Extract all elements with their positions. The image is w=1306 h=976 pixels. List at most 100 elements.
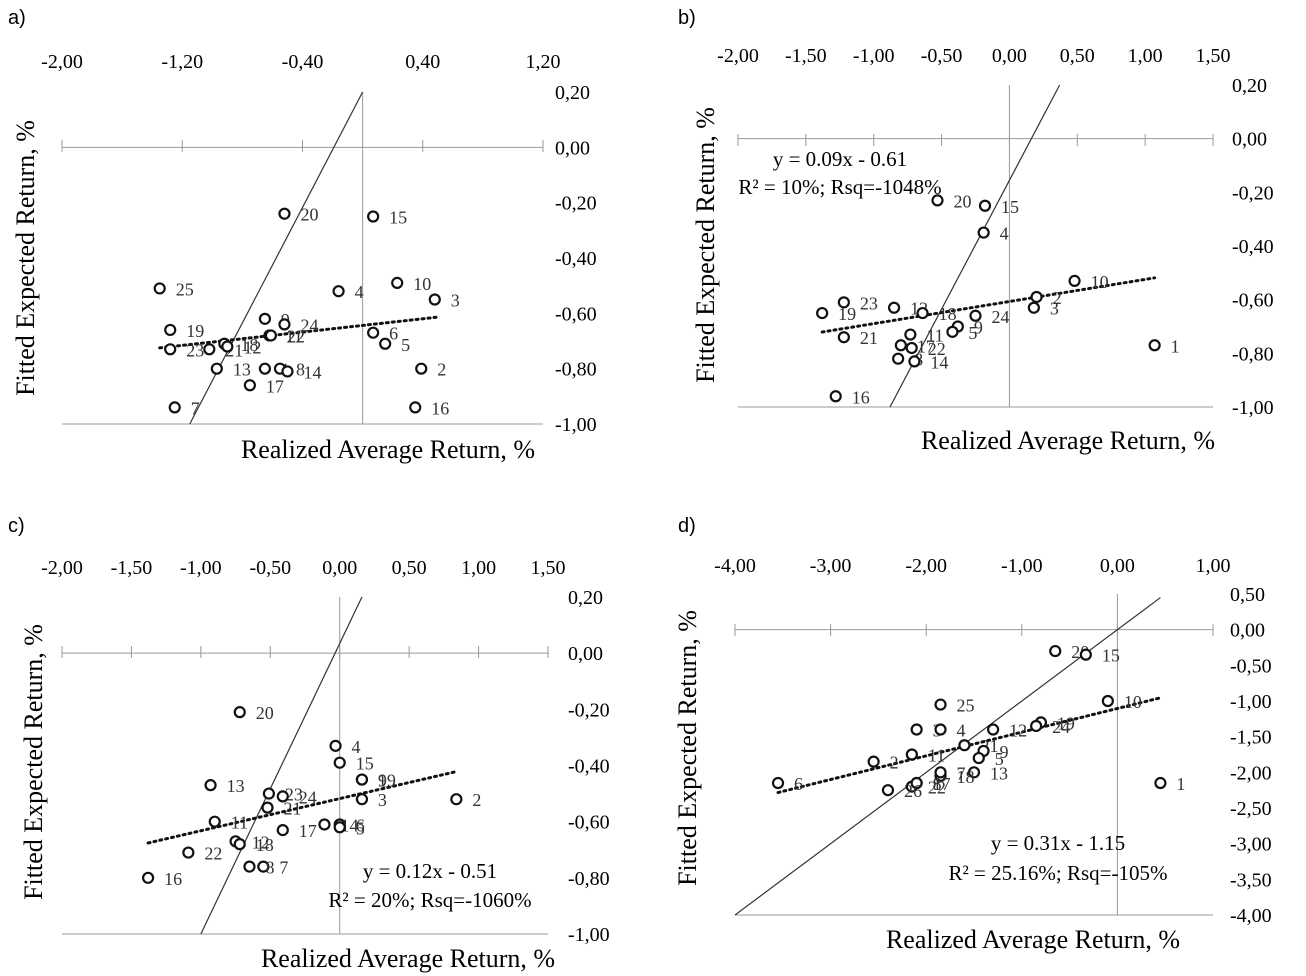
x-tick-label: 0,50 xyxy=(392,557,427,579)
data-point xyxy=(904,328,917,341)
point-label: 17 xyxy=(933,774,951,794)
point-label: 24 xyxy=(299,787,317,807)
data-point xyxy=(153,282,166,295)
data-point xyxy=(771,776,785,790)
x-tick-label: -1,00 xyxy=(180,557,222,579)
data-point xyxy=(931,194,944,207)
point-label: 15 xyxy=(1102,646,1120,666)
point-label: 16 xyxy=(431,398,449,418)
point-label: 20 xyxy=(954,191,972,211)
data-point xyxy=(1079,648,1092,661)
data-point xyxy=(934,723,947,736)
point-label: 19 xyxy=(838,304,856,324)
y-tick-label: 0,20 xyxy=(568,587,603,609)
point-label: 24 xyxy=(992,307,1010,327)
data-point xyxy=(391,276,404,289)
data-point xyxy=(164,323,177,337)
data-point xyxy=(208,815,221,828)
data-point xyxy=(276,823,289,837)
y-tick-label: -0,80 xyxy=(568,868,610,890)
y-tick-label: -1,50 xyxy=(1230,727,1272,749)
data-point xyxy=(978,199,992,212)
data-point xyxy=(168,401,181,414)
x-tick-label: 0,00 xyxy=(322,557,357,579)
data-point xyxy=(333,821,346,834)
data-point xyxy=(1027,301,1040,314)
trendline xyxy=(820,276,1157,334)
chart-panel-a: a) -2,00 -1,20 -0,40 0,40 1,20 0,20 0,00 -0,20 -0… xyxy=(8,7,597,464)
panel-letter: a) xyxy=(8,7,26,29)
data-point xyxy=(278,207,291,220)
point-label: 14 xyxy=(303,362,321,382)
point-label: 3 xyxy=(1050,299,1059,319)
point-label: 13 xyxy=(227,776,245,796)
data-point xyxy=(829,390,842,403)
point-label: 18 xyxy=(256,835,274,855)
y-tick-label: -0,50 xyxy=(1230,655,1272,677)
data-point xyxy=(934,766,947,779)
point-label: 22 xyxy=(928,339,946,359)
point-label: 6 xyxy=(356,815,365,835)
point-label: 10 xyxy=(413,274,431,294)
y-tick-label: 0,20 xyxy=(1232,75,1267,97)
data-point xyxy=(233,838,246,851)
data-point xyxy=(1068,274,1081,287)
point-label: 18 xyxy=(939,304,957,324)
x-tick-label: 0,50 xyxy=(1060,45,1095,67)
point-label: 10 xyxy=(1124,692,1142,712)
data-point xyxy=(367,326,380,339)
x-tick-label: -2,00 xyxy=(41,51,83,73)
point-label: 3 xyxy=(378,790,387,810)
y-tick-label: 0,00 xyxy=(555,137,590,159)
trendline xyxy=(158,315,440,350)
panel-letter: d) xyxy=(678,515,696,537)
point-label: 25 xyxy=(176,279,194,299)
x-tick-label: -1,50 xyxy=(785,45,827,67)
y-tick-label: -3,50 xyxy=(1230,869,1272,891)
point-label: 19 xyxy=(378,771,396,791)
y-axis-title: Fitted Expected Return, % xyxy=(11,120,40,396)
point-label: 23 xyxy=(860,293,878,313)
panel-letter: b) xyxy=(678,7,696,29)
data-point xyxy=(221,340,234,353)
point-label: 21 xyxy=(860,328,878,348)
trendline xyxy=(146,770,458,845)
x-tick-label: -0,50 xyxy=(921,45,963,67)
point-label: 11 xyxy=(285,326,302,346)
data-point xyxy=(934,698,947,711)
x-tick-label: -4,00 xyxy=(714,555,756,577)
point-label: 18 xyxy=(240,335,258,355)
data-point xyxy=(894,339,907,352)
r-squared-label: R² = 20%; Rsq=-1060% xyxy=(328,888,531,912)
data-point xyxy=(367,210,380,223)
point-label: 15 xyxy=(389,208,407,228)
data-point xyxy=(203,343,216,356)
r-squared-label: R² = 25.16%; Rsq=-105% xyxy=(949,861,1168,885)
regression-equation: y = 0.09x - 0.61 xyxy=(773,147,907,171)
data-point xyxy=(278,318,291,331)
diagonal-line xyxy=(889,84,1061,408)
y-tick-label: 0,00 xyxy=(1232,129,1267,151)
chart-panel-b: b)-2,00 -1,50 -1,00 -0,50 0,00 0,50 1,00 1,500,… xyxy=(678,7,1274,455)
x-tick-label: 1,00 xyxy=(461,557,496,579)
x-tick-label: -1,00 xyxy=(1001,555,1043,577)
y-tick-label: -0,40 xyxy=(1232,236,1274,258)
data-point xyxy=(333,756,346,769)
y-tick-label: -1,00 xyxy=(1232,397,1274,419)
y-tick-label: -2,50 xyxy=(1230,798,1272,820)
point-label: 19 xyxy=(186,321,204,341)
x-tick-label: 0,00 xyxy=(992,45,1027,67)
data-point xyxy=(867,755,880,768)
point-label: 5 xyxy=(968,323,977,343)
x-tick-label: -1,20 xyxy=(161,51,203,73)
data-point xyxy=(450,793,463,806)
x-tick-label: 0,00 xyxy=(1100,555,1135,577)
point-label: 11 xyxy=(231,813,248,833)
data-point xyxy=(910,776,923,790)
x-tick-label: 0,40 xyxy=(405,51,440,73)
point-label: 15 xyxy=(356,754,374,774)
y-tick-label: -2,00 xyxy=(1230,762,1272,784)
point-label: 2 xyxy=(472,790,481,810)
point-label: 4 xyxy=(352,737,361,757)
data-point xyxy=(257,860,270,873)
